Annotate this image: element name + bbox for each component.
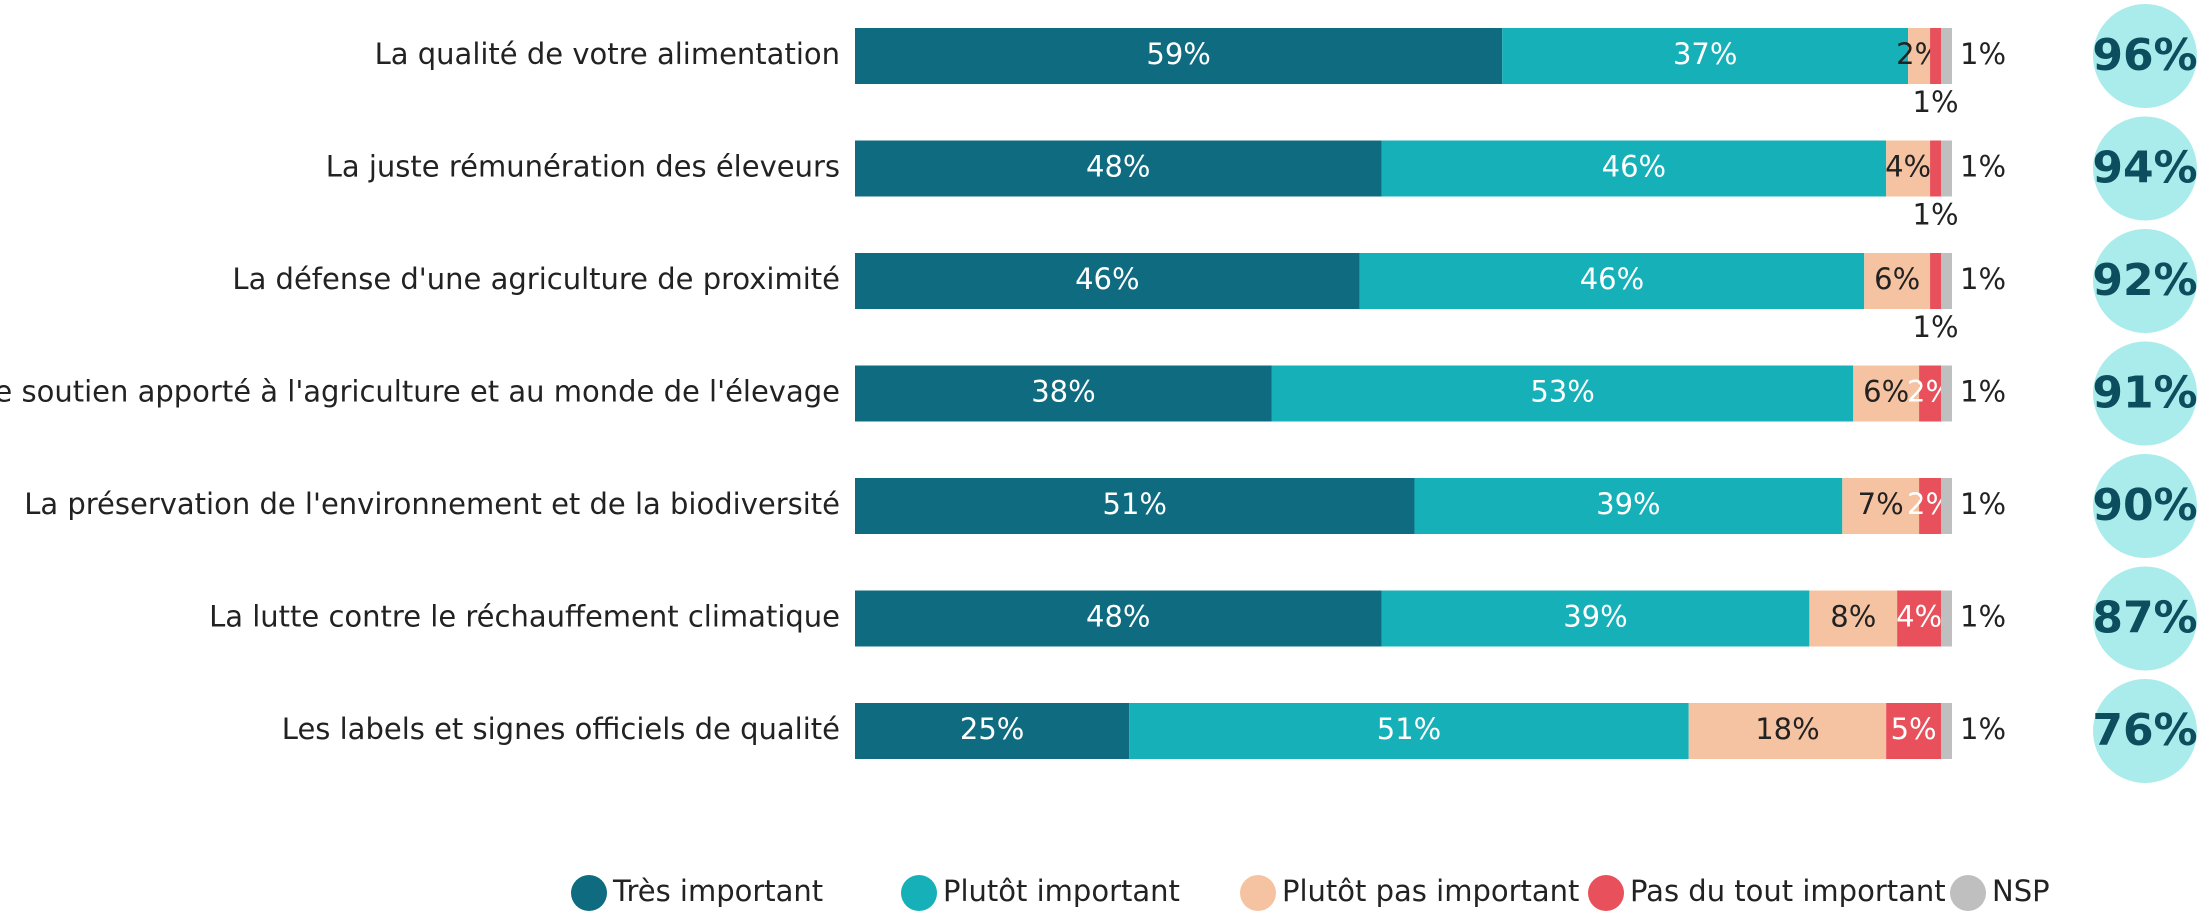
legend-marker <box>1950 875 1986 911</box>
legend-marker <box>901 875 937 911</box>
bar-segment <box>1941 590 1952 647</box>
data-label: 7% <box>1858 487 1904 521</box>
data-label: 4% <box>1896 600 1942 634</box>
bar-segment <box>1886 140 1931 197</box>
total-badge <box>2093 566 2197 671</box>
data-label: 46% <box>1580 262 1644 296</box>
total-label: 76% <box>2092 705 2197 756</box>
bar-segment <box>855 140 1382 197</box>
data-label: 38% <box>1031 375 1095 409</box>
total-badge <box>2093 4 2197 108</box>
data-label: 4% <box>1885 150 1931 184</box>
bar-segment <box>1502 28 1909 84</box>
category-label: La qualité de votre alimentation <box>375 37 840 71</box>
category-label: Les labels et signes officiels de qualit… <box>282 712 840 746</box>
data-label: 53% <box>1530 375 1594 409</box>
bar-segment <box>855 590 1382 647</box>
data-label: 59% <box>1146 37 1210 71</box>
bar-segment <box>1886 703 1942 759</box>
category-label: La défense d'une agriculture de proximit… <box>232 262 840 296</box>
data-label: 1% <box>1960 487 2006 521</box>
bar-segment <box>855 703 1130 759</box>
data-label: 8% <box>1830 600 1876 634</box>
bar-segment <box>1271 365 1854 422</box>
data-label: 1% <box>1960 37 2006 71</box>
data-label: 1% <box>1913 85 1959 119</box>
bar-segment <box>855 478 1415 534</box>
bar-segment <box>1842 478 1920 534</box>
bar-segment <box>855 28 1503 84</box>
bar-segment <box>1919 365 1942 422</box>
bar-segment <box>1930 253 1942 309</box>
bar-segment <box>1941 140 1952 197</box>
data-label: 5% <box>1891 712 1937 746</box>
bar-segment <box>1941 703 1952 759</box>
total-badge <box>2093 679 2197 783</box>
bar-segment <box>1908 28 1931 84</box>
data-label: 1% <box>1960 262 2006 296</box>
data-label: 6% <box>1874 262 1920 296</box>
total-label: 92% <box>2092 255 2197 306</box>
data-label: 6% <box>1863 375 1909 409</box>
legend-label: Plutôt pas important <box>1282 874 1579 908</box>
total-label: 94% <box>2092 143 2197 194</box>
category-label: Le soutien apporté à l'agriculture et au… <box>0 375 840 409</box>
data-label: 37% <box>1673 37 1737 71</box>
bar-segment <box>1853 365 1920 422</box>
data-label: 1% <box>1960 712 2006 746</box>
bar-segment <box>855 253 1360 309</box>
legend-marker <box>1240 875 1276 911</box>
bar-segment <box>855 365 1272 422</box>
total-label: 90% <box>2092 480 2197 531</box>
data-label: 1% <box>1960 150 2006 184</box>
bar-segment <box>1930 140 1942 197</box>
bar-segment <box>1864 253 1931 309</box>
category-label: La juste rémunération des éleveurs <box>326 150 840 184</box>
legend-label: Très important <box>612 874 823 908</box>
legend-marker <box>571 875 607 911</box>
data-label: 25% <box>960 712 1024 746</box>
total-badge <box>2093 341 2197 446</box>
bar-segment <box>1809 590 1898 647</box>
data-label: 39% <box>1563 600 1627 634</box>
data-label: 1% <box>1960 600 2006 634</box>
bar-segment <box>1919 478 1942 534</box>
data-label: 1% <box>1913 310 1959 344</box>
bar-segment <box>1414 478 1843 534</box>
total-label: 96% <box>2092 30 2197 81</box>
legend-label: NSP <box>1992 874 2050 908</box>
bar-segment <box>1941 253 1952 309</box>
total-badge <box>2093 229 2197 333</box>
legend-label: Plutôt important <box>943 874 1180 908</box>
data-label: 1% <box>1960 375 2006 409</box>
total-badge <box>2093 116 2197 221</box>
total-label: 91% <box>2092 368 2197 419</box>
bar-segment <box>1897 590 1942 647</box>
data-label: 39% <box>1596 487 1660 521</box>
bar-segment <box>1381 590 1810 647</box>
data-label: 51% <box>1103 487 1167 521</box>
bar-segment <box>1941 365 1952 422</box>
total-badge <box>2093 454 2197 558</box>
legend-label: Pas du tout important <box>1630 874 1946 908</box>
legend-marker <box>1588 875 1624 911</box>
category-label: La préservation de l'environnement et de… <box>24 487 840 521</box>
data-label: 48% <box>1086 600 1150 634</box>
data-label: 51% <box>1377 712 1441 746</box>
bar-segment <box>1688 703 1887 759</box>
data-label: 18% <box>1755 712 1819 746</box>
data-label: 48% <box>1086 150 1150 184</box>
data-label: 46% <box>1075 262 1139 296</box>
bar-segment <box>1359 253 1865 309</box>
bar-segment <box>1129 703 1689 759</box>
total-label: 87% <box>2092 593 2197 644</box>
bar-segment <box>1930 28 1942 84</box>
bar-segment <box>1941 28 1952 84</box>
category-label: La lutte contre le réchauffement climati… <box>209 600 840 634</box>
data-label: 1% <box>1913 198 1959 232</box>
bar-segment <box>1381 140 1887 197</box>
bar-segment <box>1941 478 1952 534</box>
data-label: 46% <box>1602 150 1666 184</box>
